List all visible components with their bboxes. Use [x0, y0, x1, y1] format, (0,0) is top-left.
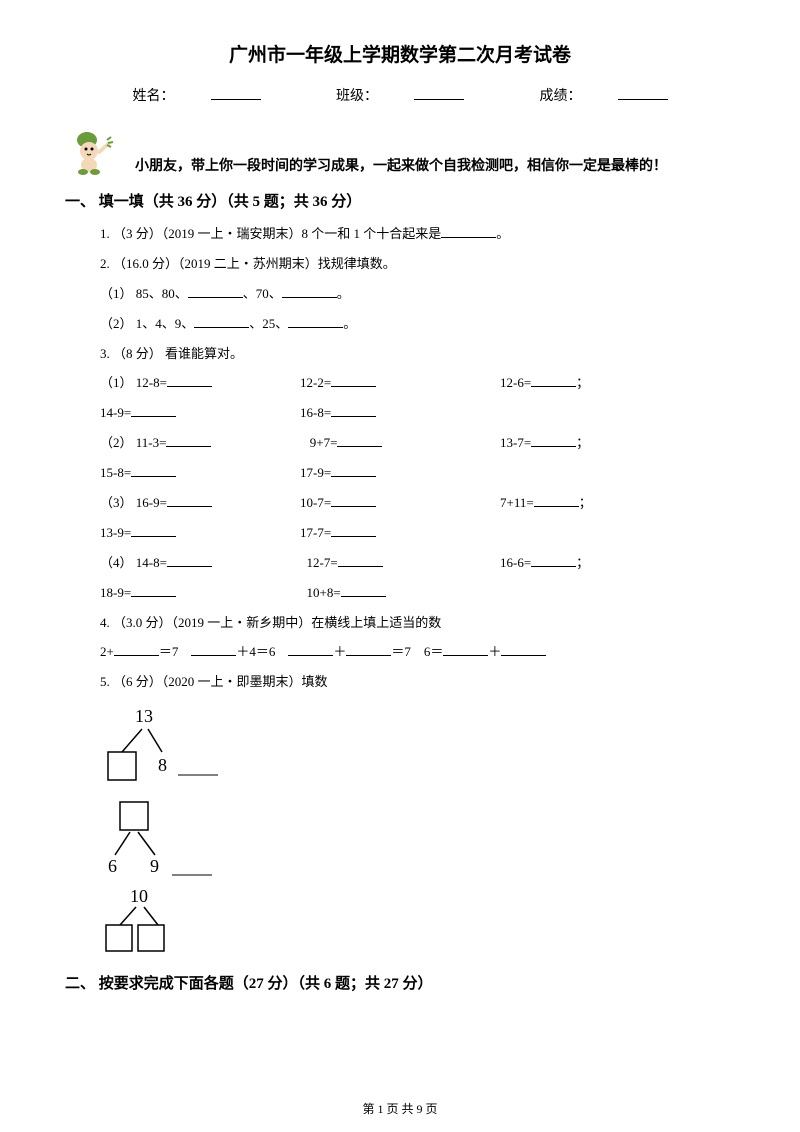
- page-footer: 第 1 页 共 9 页: [0, 1100, 800, 1117]
- diagram-num-13: 13: [135, 707, 153, 726]
- mascot-icon: [65, 125, 115, 175]
- diagram-num-10: 10: [130, 886, 148, 906]
- question-1: 1. （3 分）（2019 一上・瑞安期末）8 个一和 1 个十合起来是。: [100, 219, 735, 249]
- diagram-num-6: 6: [108, 856, 117, 876]
- encourage-text: 小朋友，带上你一段时间的学习成果，一起来做个自我检测吧，相信你一定是最棒的！: [135, 155, 735, 175]
- section-1-header: 一、 填一填（共 36 分）（共 5 题；共 36 分）: [65, 190, 735, 211]
- question-4: 4. （3.0 分）（2019 一上・新乡期中）在横线上填上适当的数 2+＝7 …: [100, 608, 735, 668]
- name-label: 姓名：: [115, 89, 279, 104]
- number-bond-diagram: 13 8 6 9 10: [100, 707, 735, 957]
- student-info-row: 姓名： 班级： 成绩：: [65, 85, 735, 105]
- score-label: 成绩：: [522, 89, 686, 104]
- question-5: 5. （6 分）（2020 一上・即墨期末）填数: [100, 667, 735, 697]
- diagram-num-9: 9: [150, 856, 159, 876]
- exam-title: 广州市一年级上学期数学第二次月考试卷: [65, 40, 735, 67]
- question-2: 2. （16.0 分）（2019 二上・苏州期末）找规律填数。 （1） 85、8…: [100, 249, 735, 339]
- section-2-header: 二、 按要求完成下面各题（27 分）（共 6 题；共 27 分）: [65, 972, 735, 993]
- class-label: 班级：: [318, 89, 482, 104]
- diagram-num-8: 8: [158, 755, 167, 775]
- question-3: 3. （8 分） 看谁能算对。 （1） 12-8= 12-2= 12-6=； 1…: [100, 339, 735, 608]
